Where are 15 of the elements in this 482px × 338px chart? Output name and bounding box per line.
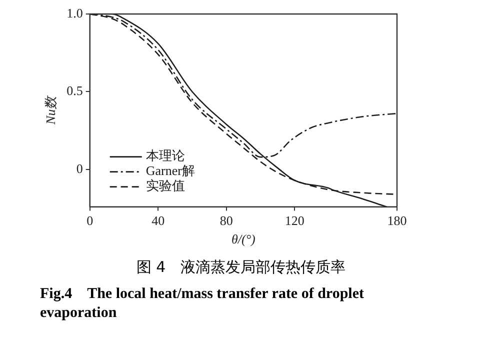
legend-label: 实验值 xyxy=(146,178,185,194)
y-tick-label: 1.0 xyxy=(66,5,83,20)
y-axis-title: Nu数 xyxy=(43,94,58,126)
y-tick-label: 0 xyxy=(76,160,83,176)
x-tick-label: 0 xyxy=(86,213,94,228)
text: 图 4 液滴蒸发局部传热传质率 xyxy=(135,258,347,277)
legend-label: Garner解 xyxy=(146,163,195,178)
y-tick-label: 0.5 xyxy=(66,83,83,98)
x-tick-label: 40 xyxy=(152,213,165,228)
legend-label: 本理论 xyxy=(146,148,185,164)
x-axis-title: θ/(°) xyxy=(231,232,256,247)
x-tick-label: 120 xyxy=(284,213,304,228)
x-tick-label: 80 xyxy=(220,213,233,228)
text: Fig.4 The local heat/mass transfer rate of droplet evaporation xyxy=(40,285,365,323)
x-tick-label: 180 xyxy=(387,213,407,228)
